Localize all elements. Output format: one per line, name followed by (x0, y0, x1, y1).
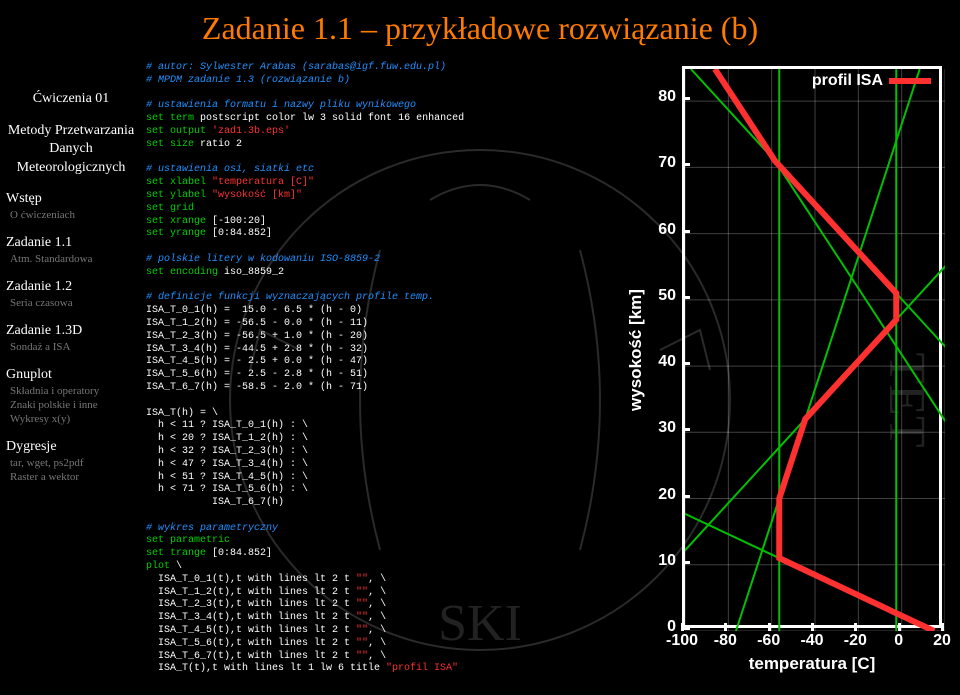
sidebar-section[interactable]: Dygresje (6, 439, 136, 455)
y-tick: 50 (644, 287, 676, 305)
sidebar-section[interactable]: Wstęp (6, 191, 136, 207)
sidebar-sub-item[interactable]: Znaki polskie i inne (10, 399, 136, 411)
sidebar-section[interactable]: Zadanie 1.1 (6, 235, 136, 251)
sidebar-sub-item[interactable]: tar, wget, ps2pdf (10, 457, 136, 469)
y-tick: 70 (644, 154, 676, 172)
x-tick: -60 (749, 632, 789, 650)
y-tick: 30 (644, 419, 676, 437)
y-tick: 40 (644, 353, 676, 371)
sidebar-section[interactable]: Gnuplot (6, 367, 136, 383)
sidebar-section[interactable]: Zadanie 1.2 (6, 279, 136, 295)
sidebar-section[interactable]: Zadanie 1.3D (6, 323, 136, 339)
x-tick: -40 (792, 632, 832, 650)
course-sub: Metody Przetwarzania Danych Meteorologic… (6, 122, 136, 177)
sidebar-sub-item[interactable]: Atm. Standardowa (10, 253, 136, 265)
code-block: # autor: Sylwester Arabas (sarabas@igf.f… (146, 62, 616, 676)
y-tick: 60 (644, 221, 676, 239)
y-tick: 10 (644, 552, 676, 570)
sidebar: Ćwiczenia 01 Metody Przetwarzania Danych… (6, 90, 136, 485)
y-tick: 80 (644, 88, 676, 106)
course-title: Ćwiczenia 01 (6, 90, 136, 108)
sidebar-sub-item[interactable]: Raster a wektor (10, 471, 136, 483)
page-title: Zadanie 1.1 – przykładowe rozwiązanie (b… (0, 0, 960, 47)
y-axis-label: wysokość [km] (626, 180, 646, 520)
sidebar-sub-item[interactable]: Wykresy x(y) (10, 413, 136, 425)
sidebar-sub-item[interactable]: Składnia i operatory (10, 385, 136, 397)
sidebar-sub-item[interactable]: Sondaż a ISA (10, 341, 136, 353)
x-tick: -20 (835, 632, 875, 650)
x-tick: -100 (662, 632, 702, 650)
x-tick: -80 (705, 632, 745, 650)
plot-area: profil ISA (682, 66, 942, 628)
legend: profil ISA (812, 72, 931, 90)
sidebar-sub-item[interactable]: Seria czasowa (10, 297, 136, 309)
sidebar-sub-item[interactable]: O ćwiczeniach (10, 209, 136, 221)
chart: profil ISA wysokość [km] temperatura [C]… (624, 60, 954, 680)
x-tick: 0 (879, 632, 919, 650)
x-axis-label: temperatura [C] (682, 654, 942, 674)
y-tick: 20 (644, 486, 676, 504)
x-tick: 20 (922, 632, 960, 650)
